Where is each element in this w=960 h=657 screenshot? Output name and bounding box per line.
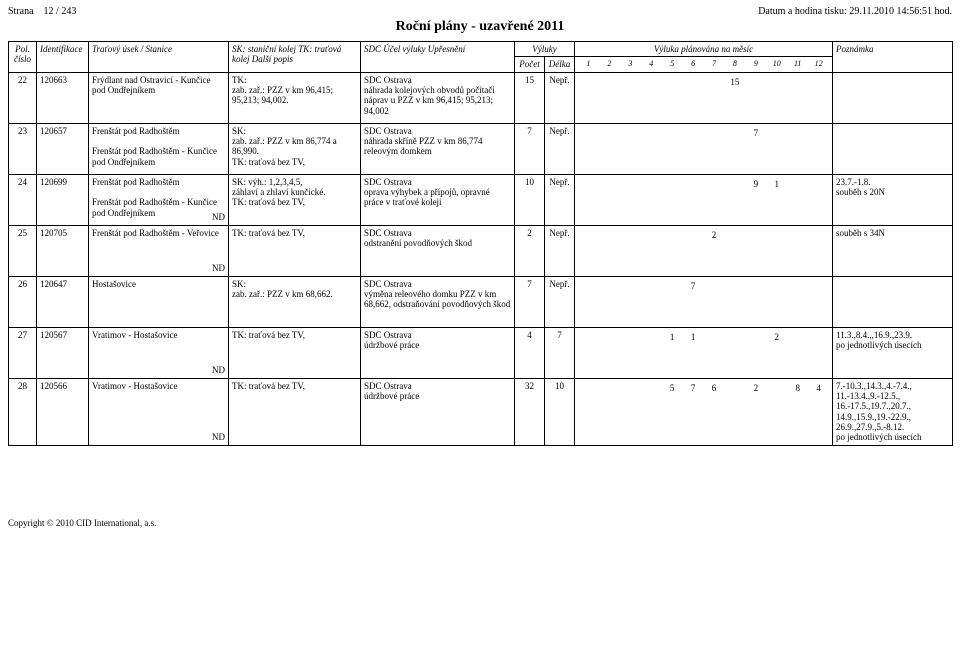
months-header: 1 2 3 4 5 6 7 8 9 10 11 12 — [578, 59, 829, 68]
cell-kolej: SK: zab. zař.: PZZ v km 68,662. — [229, 276, 361, 327]
cell-pozn — [833, 72, 953, 123]
copyright: Copyright © 2010 CID International, a.s. — [0, 516, 960, 528]
cell-sdc: SDC Ostrava údržbové práce — [361, 378, 515, 445]
cell-pol: 28 — [9, 378, 37, 445]
cell-delka: Nepř. — [545, 72, 575, 123]
cell-pozn — [833, 276, 953, 327]
table-row: 22120663Frýdlant nad Ostravicí - Kunčice… — [9, 72, 953, 123]
cell-pocet: 15 — [515, 72, 545, 123]
cell-trat: Frenštát pod Radhoštěm Frenštát pod Radh… — [89, 123, 229, 174]
col-kolej: SK: staniční kolej TK: traťová kolej Dal… — [229, 42, 361, 73]
cell-pozn: souběh s 34N — [833, 225, 953, 276]
cell-pozn — [833, 123, 953, 174]
table-row: 23120657Frenštát pod Radhoštěm Frenštát … — [9, 123, 953, 174]
printed-value: 29.11.2010 14:56:51 hod. — [849, 6, 952, 17]
cell-pol: 25 — [9, 225, 37, 276]
col-vyluky: Výluky — [515, 42, 575, 57]
plan-table: Pol. číslo Identifikace Traťový úsek / S… — [8, 41, 953, 446]
cell-pocet: 7 — [515, 276, 545, 327]
cell-trat: Hostašovice — [89, 276, 229, 327]
cell-ident: 120663 — [37, 72, 89, 123]
cell-kolej: SK: výh.: 1,2,3,4,5, záhlaví a zhlaví ku… — [229, 174, 361, 225]
cell-kolej: TK: traťová bez TV, — [229, 378, 361, 445]
cell-delka: Nepř. — [545, 276, 575, 327]
cell-pol: 22 — [9, 72, 37, 123]
cell-pocet: 7 — [515, 123, 545, 174]
table-row: 26120647HostašoviceSK: zab. zař.: PZZ v … — [9, 276, 953, 327]
cell-trat: Frýdlant nad Ostravicí - Kunčice pod Ond… — [89, 72, 229, 123]
col-ident: Identifikace — [37, 42, 89, 73]
cell-pol: 24 — [9, 174, 37, 225]
cell-sdc: SDC Ostrava náhrada skříně PZZ v km 86,7… — [361, 123, 515, 174]
col-pozn: Poznámka — [833, 42, 953, 73]
cell-trat: Vratimov - Hostašovice — [89, 378, 229, 445]
cell-delka: Nepř. — [545, 123, 575, 174]
cell-pocet: 4 — [515, 327, 545, 378]
cell-months: 2 — [575, 225, 833, 276]
cell-sdc: SDC Ostrava náhrada kolejových obvodů po… — [361, 72, 515, 123]
cell-ident: 120647 — [37, 276, 89, 327]
cell-ident: 120567 — [37, 327, 89, 378]
table-row: 25120705Frenštát pod Radhoštěm - Veřovic… — [9, 225, 953, 276]
cell-months: 112 — [575, 327, 833, 378]
col-pol: Pol. číslo — [9, 42, 37, 73]
cell-trat: Frenštát pod Radhoštěm Frenštát pod Radh… — [89, 174, 229, 225]
col-months: 1 2 3 4 5 6 7 8 9 10 11 12 — [575, 57, 833, 72]
table-row: 28120566Vratimov - HostašoviceTK: traťov… — [9, 378, 953, 445]
cell-pol: 27 — [9, 327, 37, 378]
cell-months: 15 — [575, 72, 833, 123]
cell-pozn: 11.3.,8.4.,,16.9.,23.9. po jednotlivých … — [833, 327, 953, 378]
cell-delka: 7 — [545, 327, 575, 378]
cell-kolej: SK: zab. zař.: PZZ v km 86,774 a 86,990.… — [229, 123, 361, 174]
cell-delka: Nepř. — [545, 225, 575, 276]
cell-delka: 10 — [545, 378, 575, 445]
cell-pocet: 10 — [515, 174, 545, 225]
cell-pozn: 7.-10.3.,14.3.,4.-7.4., 11.-13.4.,9.-12.… — [833, 378, 953, 445]
cell-months: 91 — [575, 174, 833, 225]
cell-sdc: SDC Ostrava výměna releového domku PZZ v… — [361, 276, 515, 327]
cell-sdc: SDC Ostrava oprava výhybek a přípojů, op… — [361, 174, 515, 225]
cell-ident: 120705 — [37, 225, 89, 276]
cell-sdc: SDC Ostrava odstranění povodňových škod — [361, 225, 515, 276]
table-row: 24120699Frenštát pod Radhoštěm Frenštát … — [9, 174, 953, 225]
cell-sdc: SDC Ostrava údržbové práce — [361, 327, 515, 378]
cell-pol: 23 — [9, 123, 37, 174]
table-row: 27120567Vratimov - HostašoviceTK: traťov… — [9, 327, 953, 378]
col-delka: Délka — [545, 57, 575, 72]
cell-ident: 120699 — [37, 174, 89, 225]
col-sdc: SDC Účel výluky Upřesnění — [361, 42, 515, 73]
printed-label: Datum a hodina tisku: — [758, 6, 847, 17]
cell-trat: Frenštát pod Radhoštěm - Veřovice — [89, 225, 229, 276]
cell-months: 7 — [575, 276, 833, 327]
col-pocet: Počet — [515, 57, 545, 72]
cell-pol: 26 — [9, 276, 37, 327]
cell-months: 7 — [575, 123, 833, 174]
page-title: Roční plány - uzavřené 2011 — [8, 19, 952, 35]
cell-kolej: TK: traťová bez TV, — [229, 225, 361, 276]
page-value: 12 / 243 — [44, 6, 77, 17]
col-trat: Traťový úsek / Stanice — [89, 42, 229, 73]
col-plan: Výluka plánována na měsíc — [575, 42, 833, 57]
cell-kolej: TK: traťová bez TV, — [229, 327, 361, 378]
cell-ident: 120566 — [37, 378, 89, 445]
cell-months: 576284 — [575, 378, 833, 445]
cell-kolej: TK: zab. zař.: PZZ v km 96,415; 95,213; … — [229, 72, 361, 123]
cell-pocet: 32 — [515, 378, 545, 445]
page-label: Strana — [8, 6, 34, 17]
cell-delka: Nepř. — [545, 174, 575, 225]
cell-ident: 120657 — [37, 123, 89, 174]
page-header: Strana 12 / 243 Datum a hodina tisku: 29… — [8, 6, 952, 17]
cell-trat: Vratimov - Hostašovice — [89, 327, 229, 378]
cell-pocet: 2 — [515, 225, 545, 276]
cell-pozn: 23.7.-1.8. souběh s 20N — [833, 174, 953, 225]
